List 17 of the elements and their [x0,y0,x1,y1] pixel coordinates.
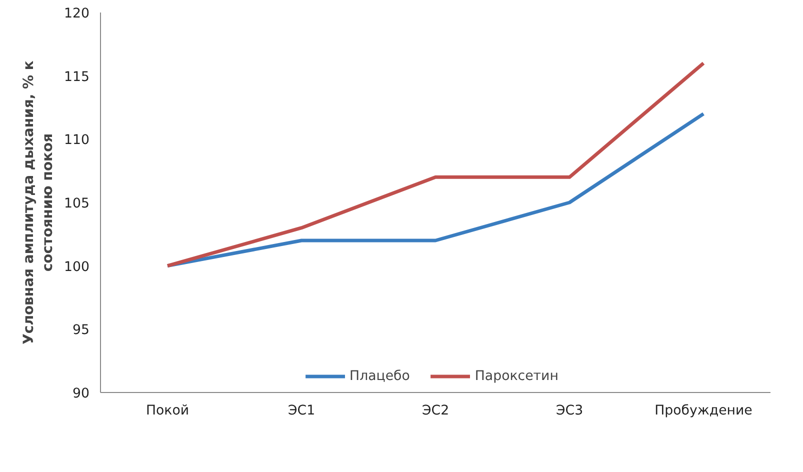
legend-label: Плацебо [350,368,410,384]
line-series [166,61,706,268]
y-tick-label: 95 [72,323,90,338]
y-tick-label: 110 [64,133,90,148]
y-tick-label: 115 [64,70,90,85]
x-tick-label: Покой [146,404,190,418]
y-axis-title: Условная амплитуда дыхания, % к состоянию покоя [20,60,56,344]
line-series [166,112,706,268]
y-tick-label: 120 [64,6,90,22]
legend-label: Пароксетин [474,368,558,384]
x-tick-label: ЭС2 [422,404,450,418]
y-tick-label: 100 [64,260,90,275]
x-tick-label: Пробуждение [654,404,752,418]
x-tick-label: ЭС1 [288,404,316,418]
y-tick-label: 105 [64,196,90,212]
x-tick-label: ЭС3 [556,404,584,418]
y-tick-label: 90 [72,386,90,402]
